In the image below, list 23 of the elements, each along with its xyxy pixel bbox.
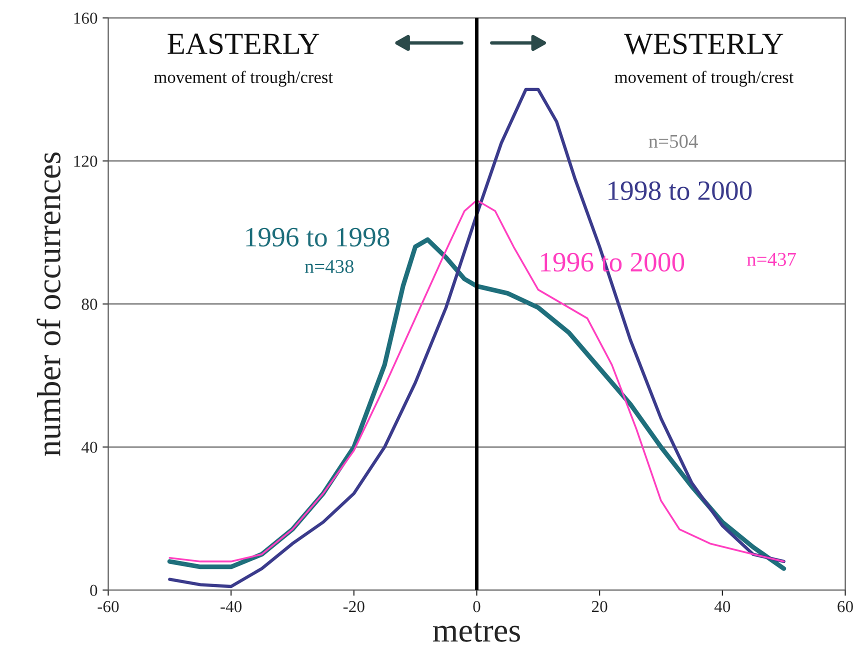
annotation: movement of trough/crest	[614, 70, 794, 87]
y-tick-label: 120	[74, 156, 98, 167]
x-tick-label: -20	[343, 600, 364, 612]
x-tick-label: -60	[98, 600, 119, 612]
x-tick-label: -40	[220, 600, 242, 612]
x-tick-label: 20	[592, 600, 608, 612]
annotation: movement of trough/crest	[154, 70, 333, 87]
x-tick-label: 60	[838, 600, 853, 612]
annotation: EASTERLY	[168, 34, 320, 54]
annotation: n=438	[304, 260, 354, 274]
y-tick-label: 160	[74, 12, 98, 24]
y-tick-label: 0	[90, 584, 98, 596]
series-label: 1996 to 1998	[246, 228, 390, 247]
annotation: WESTERLY	[624, 34, 784, 54]
y-tick-label: 40	[81, 442, 98, 453]
x-axis-title: metres	[433, 622, 520, 642]
annotation: n=504	[648, 134, 698, 148]
y-axis-title: number of occurrences	[36, 152, 60, 456]
y-tick-label: 80	[82, 298, 98, 310]
series-label: 1998 to 2000	[608, 181, 752, 200]
x-tick-label: 0	[473, 600, 480, 612]
x-tick-label: 40	[714, 600, 730, 612]
annotation: n=437	[747, 252, 796, 266]
